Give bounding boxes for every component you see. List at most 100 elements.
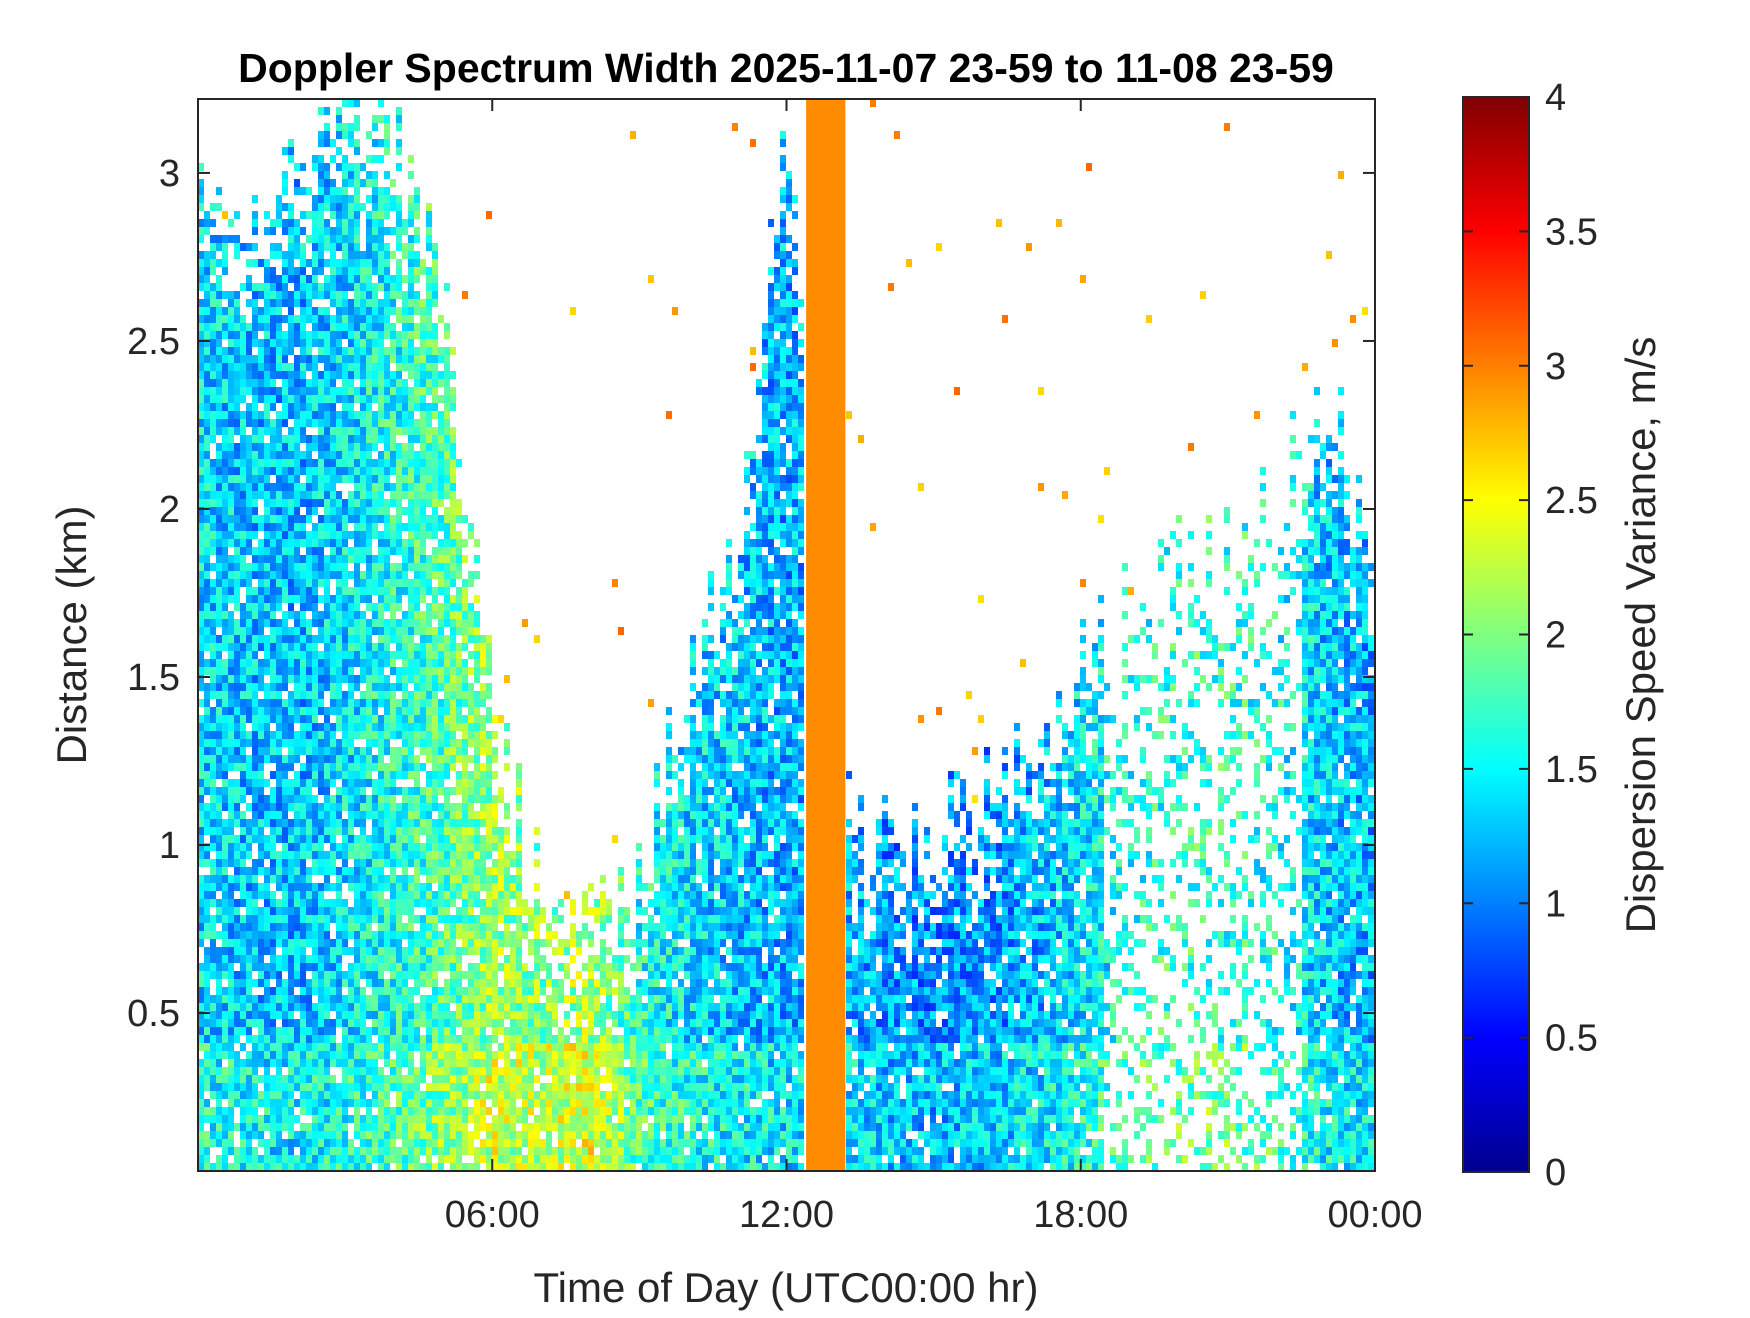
heatmap-cell bbox=[384, 1107, 390, 1115]
heatmap-cell bbox=[408, 715, 414, 723]
heatmap-cell bbox=[294, 163, 300, 171]
heatmap-cell bbox=[306, 259, 312, 267]
heatmap-cell bbox=[354, 1131, 360, 1139]
heatmap-cell bbox=[198, 923, 204, 931]
heatmap-cell bbox=[414, 371, 420, 379]
heatmap-cell bbox=[258, 387, 264, 395]
heatmap-cell bbox=[240, 1099, 246, 1107]
heatmap-cell bbox=[300, 467, 306, 475]
heatmap-cell bbox=[234, 1035, 240, 1043]
heatmap-cell bbox=[402, 315, 408, 323]
heatmap-cell bbox=[318, 291, 324, 299]
heatmap-cell bbox=[360, 459, 366, 467]
heatmap-cell bbox=[366, 619, 372, 627]
heatmap-cell bbox=[354, 843, 360, 851]
heatmap-cell bbox=[252, 195, 258, 203]
heatmap-cell bbox=[234, 347, 240, 355]
heatmap-cell bbox=[258, 355, 264, 363]
heatmap-cell bbox=[282, 963, 288, 971]
heatmap-cell bbox=[240, 331, 246, 339]
heatmap-cell bbox=[420, 931, 426, 939]
heatmap-cell bbox=[354, 1123, 360, 1131]
heatmap-cell bbox=[384, 555, 390, 563]
heatmap-cell bbox=[288, 851, 294, 859]
heatmap-cell bbox=[300, 251, 306, 259]
heatmap-cell bbox=[444, 643, 450, 651]
heatmap-cell bbox=[432, 771, 438, 779]
heatmap-cell bbox=[318, 987, 324, 995]
heatmap-cell bbox=[360, 771, 366, 779]
heatmap-cell bbox=[378, 867, 384, 875]
heatmap-cell bbox=[324, 467, 330, 475]
heatmap-cell bbox=[210, 883, 216, 891]
heatmap-cell bbox=[270, 1059, 276, 1067]
heatmap-cell bbox=[408, 907, 414, 915]
heatmap-cell bbox=[222, 611, 228, 619]
heatmap-cell bbox=[474, 747, 480, 755]
heatmap-cell bbox=[420, 355, 426, 363]
heatmap-cell bbox=[426, 443, 432, 451]
heatmap-cell bbox=[240, 555, 246, 563]
heatmap-cell bbox=[282, 643, 288, 651]
heatmap-cell bbox=[354, 283, 360, 291]
heatmap-cell bbox=[438, 451, 444, 459]
heatmap-cell bbox=[474, 539, 480, 547]
heatmap-cell bbox=[444, 1099, 450, 1107]
heatmap-cell bbox=[246, 643, 252, 651]
heatmap-cell bbox=[390, 299, 396, 307]
heatmap-cell bbox=[312, 835, 318, 843]
heatmap-cell bbox=[396, 851, 402, 859]
heatmap-cell bbox=[330, 1091, 336, 1099]
heatmap-cell bbox=[402, 491, 408, 499]
heatmap-cell bbox=[390, 307, 396, 315]
heatmap-cell bbox=[240, 1075, 246, 1083]
heatmap-cell bbox=[204, 955, 210, 963]
heatmap-cell bbox=[330, 315, 336, 323]
heatmap-cell bbox=[408, 859, 414, 867]
heatmap-cell bbox=[390, 435, 396, 443]
heatmap-cell bbox=[228, 403, 234, 411]
heatmap-cell bbox=[222, 483, 228, 491]
heatmap-cell bbox=[384, 795, 390, 803]
heatmap-cell bbox=[300, 571, 306, 579]
heatmap-cell bbox=[348, 219, 354, 227]
heatmap-cell bbox=[378, 587, 384, 595]
heatmap-cell bbox=[414, 715, 420, 723]
heatmap-cell bbox=[228, 435, 234, 443]
heatmap-cell bbox=[336, 899, 342, 907]
heatmap-cell bbox=[306, 419, 312, 427]
heatmap-cell bbox=[396, 547, 402, 555]
heatmap-cell bbox=[198, 859, 204, 867]
heatmap-cell bbox=[246, 883, 252, 891]
heatmap-cell bbox=[222, 683, 228, 691]
heatmap-cell bbox=[342, 699, 348, 707]
heatmap-cell bbox=[396, 707, 402, 715]
heatmap-cell bbox=[246, 995, 252, 1003]
heatmap-cell bbox=[330, 643, 336, 651]
heatmap-cell bbox=[420, 899, 426, 907]
heatmap-cell bbox=[318, 667, 324, 675]
heatmap-cell bbox=[210, 787, 216, 795]
heatmap-cell bbox=[222, 723, 228, 731]
heatmap-cell bbox=[222, 947, 228, 955]
heatmap-cell bbox=[402, 571, 408, 579]
heatmap-cell bbox=[198, 995, 204, 1003]
heatmap-cell bbox=[426, 739, 432, 747]
heatmap-cell bbox=[258, 723, 264, 731]
heatmap-cell bbox=[330, 659, 336, 667]
heatmap-cell bbox=[204, 499, 210, 507]
heatmap-cell bbox=[456, 1091, 462, 1099]
heatmap-cell bbox=[258, 707, 264, 715]
heatmap-cell bbox=[288, 915, 294, 923]
heatmap-cell bbox=[360, 363, 366, 371]
heatmap-cell bbox=[204, 1067, 210, 1075]
heatmap-cells bbox=[198, 99, 1375, 1171]
heatmap-cell bbox=[282, 1115, 288, 1123]
heatmap-cell bbox=[408, 1099, 414, 1107]
heatmap-cell bbox=[354, 1035, 360, 1043]
heatmap-cell bbox=[330, 227, 336, 235]
heatmap-cell bbox=[282, 771, 288, 779]
heatmap-cell bbox=[444, 355, 450, 363]
heatmap-cell bbox=[444, 875, 450, 883]
heatmap-cell bbox=[252, 763, 258, 771]
